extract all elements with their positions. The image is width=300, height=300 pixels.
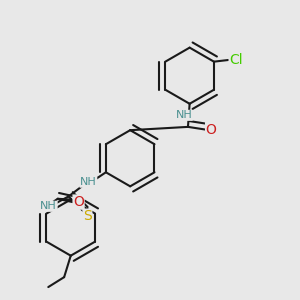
Text: NH: NH [176, 110, 192, 120]
Text: NH: NH [40, 201, 57, 211]
Text: O: O [206, 122, 217, 136]
Text: Cl: Cl [229, 53, 243, 67]
Text: NH: NH [80, 177, 97, 187]
Text: S: S [83, 209, 92, 223]
Text: O: O [73, 195, 84, 209]
